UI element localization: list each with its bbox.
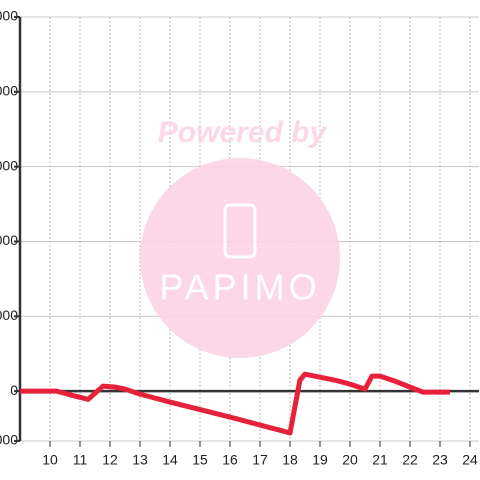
x-tick-label: 15 [192,452,208,468]
data-line [20,371,450,436]
y-tick-label: 90,000 [0,157,18,173]
x-tick-label: 12 [102,452,118,468]
watermark-logo: PAPIMO [159,267,320,308]
watermark: Powered by PAPIMO [140,116,340,358]
x-tick-label: 14 [162,452,178,468]
x-tick-label: 11 [73,452,88,468]
x-tick-label: 13 [132,452,148,468]
x-tick-label: 21 [372,452,388,468]
y-tick-label: 0 [10,382,18,398]
x-tick-label: 16 [222,452,238,468]
y-tick-label: 150,000 [0,8,18,24]
watermark-text: Powered by [158,116,328,149]
x-tick-label: 23 [432,452,448,468]
x-tick-label: 22 [402,452,418,468]
y-tick-label: 60,000 [0,232,18,248]
y-tick-label: 120,000 [0,83,18,99]
y-tick-label: -20,000 [0,432,18,448]
x-tick-label: 19 [312,452,328,468]
y-tick-label: 30,000 [0,307,18,323]
watermark-icon [223,203,257,259]
x-tick-label: 24 [462,452,478,468]
x-tick-label: 17 [252,452,268,468]
x-tick-label: 20 [342,452,358,468]
x-tick-label: 18 [282,452,298,468]
x-tick-label: 10 [42,452,58,468]
